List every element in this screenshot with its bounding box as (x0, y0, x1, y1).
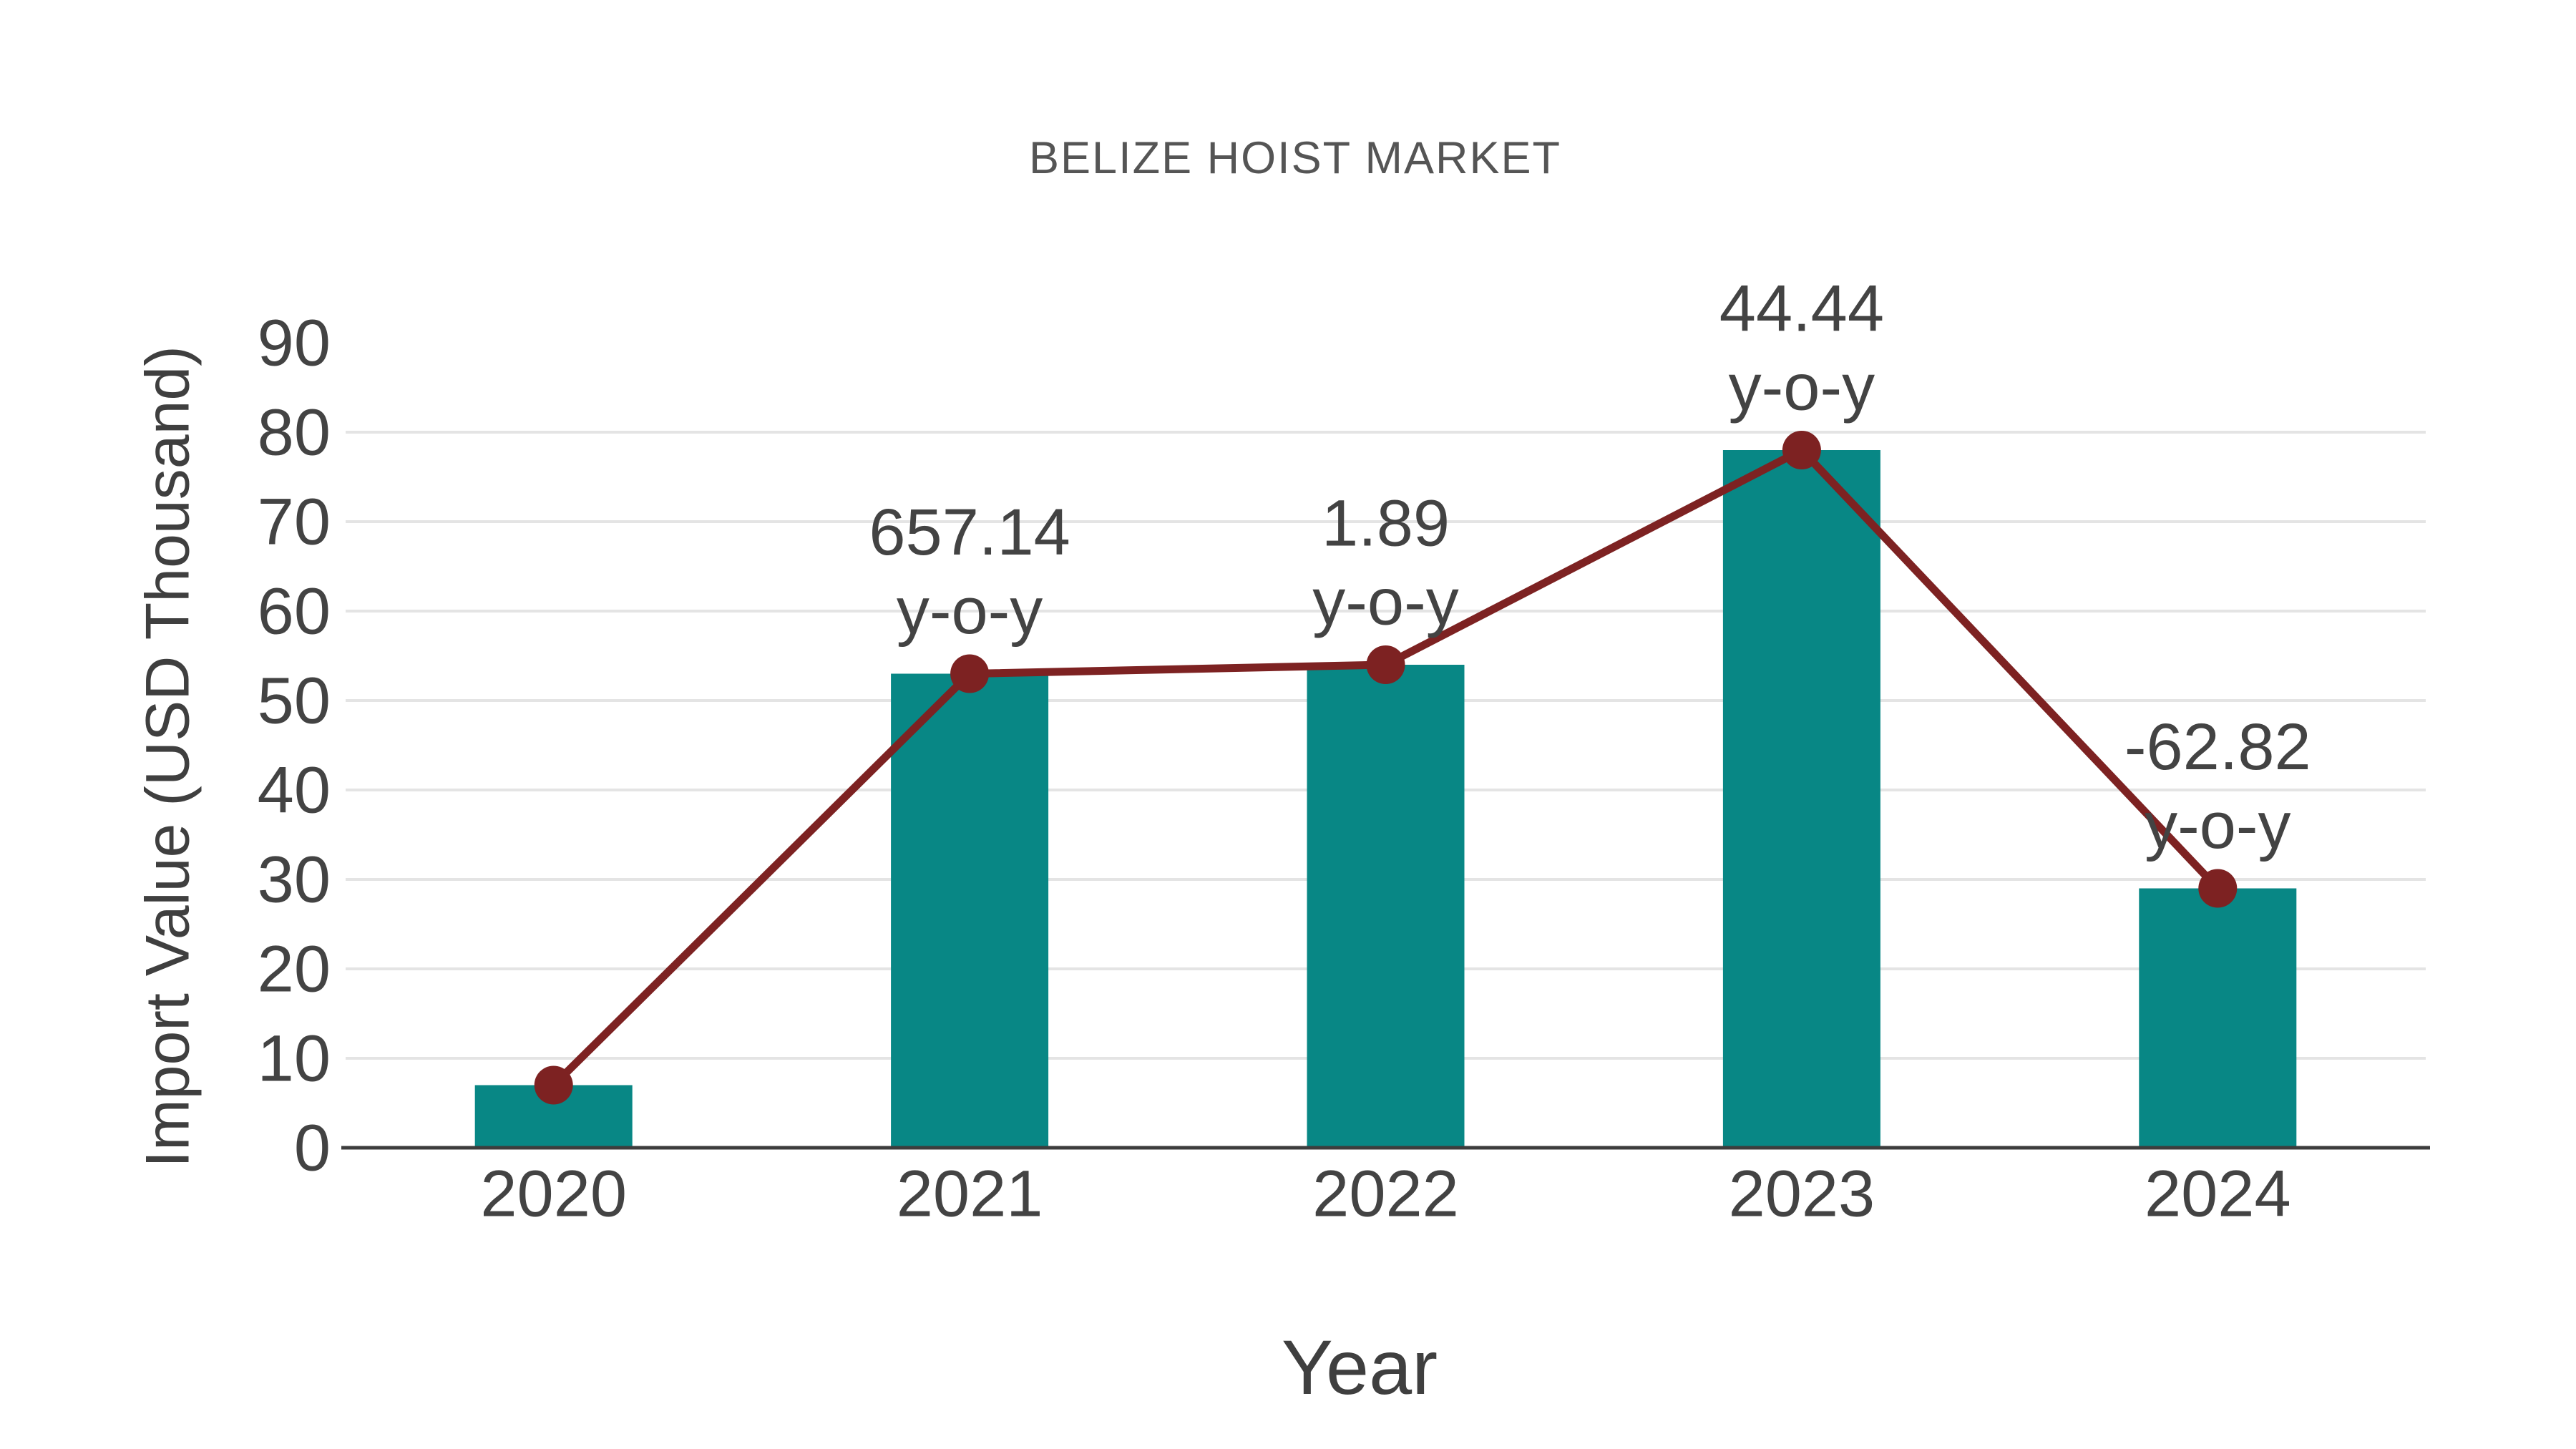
bar-2024[interactable] (2139, 888, 2297, 1148)
y-tick-label-20: 20 (258, 932, 331, 1005)
y-tick-label-50: 50 (258, 664, 331, 737)
y-tick-label-10: 10 (258, 1022, 331, 1095)
trend-marker-2023[interactable] (1782, 431, 1821, 469)
annotation-suffix-2024: y-o-y (2145, 789, 2290, 862)
trend-marker-2020[interactable] (534, 1065, 573, 1105)
annotation-suffix-2023: y-o-y (1729, 351, 1875, 424)
bar-2023[interactable] (1722, 450, 1880, 1148)
annotation-suffix-2022: y-o-y (1312, 565, 1458, 638)
x-tick-label-2020: 2020 (480, 1157, 627, 1230)
annotation-value-2022: 1.89 (1322, 487, 1450, 560)
x-tick-label-2022: 2022 (1312, 1157, 1459, 1230)
y-tick-label-0: 0 (294, 1111, 331, 1184)
x-tick-label-2023: 2023 (1729, 1157, 1875, 1230)
y-tick-label-80: 80 (258, 396, 331, 469)
y-tick-label-30: 30 (258, 843, 331, 916)
annotation-suffix-2021: y-o-y (897, 575, 1043, 648)
trend-marker-2024[interactable] (2198, 869, 2238, 908)
bar-2021[interactable] (891, 673, 1049, 1148)
chart-title: BELIZE HOIST MARKET (1029, 133, 1561, 183)
x-axis-title: Year (1281, 1324, 1438, 1410)
y-tick-label-70: 70 (258, 485, 331, 558)
bar-2022[interactable] (1307, 665, 1465, 1148)
annotation-value-2023: 44.44 (1719, 272, 1884, 345)
annotation-value-2024: -62.82 (2124, 711, 2311, 784)
trend-marker-2022[interactable] (1366, 645, 1405, 684)
annotation-value-2021: 657.14 (869, 496, 1070, 569)
y-axis-title: Import Value (USD Thousand) (133, 346, 203, 1168)
x-tick-label-2021: 2021 (897, 1157, 1043, 1230)
trend-marker-2021[interactable] (950, 654, 990, 693)
y-tick-label-60: 60 (258, 575, 331, 648)
y-tick-label-90: 90 (258, 306, 331, 379)
y-tick-label-40: 40 (258, 753, 331, 826)
x-tick-label-2024: 2024 (2145, 1157, 2291, 1230)
